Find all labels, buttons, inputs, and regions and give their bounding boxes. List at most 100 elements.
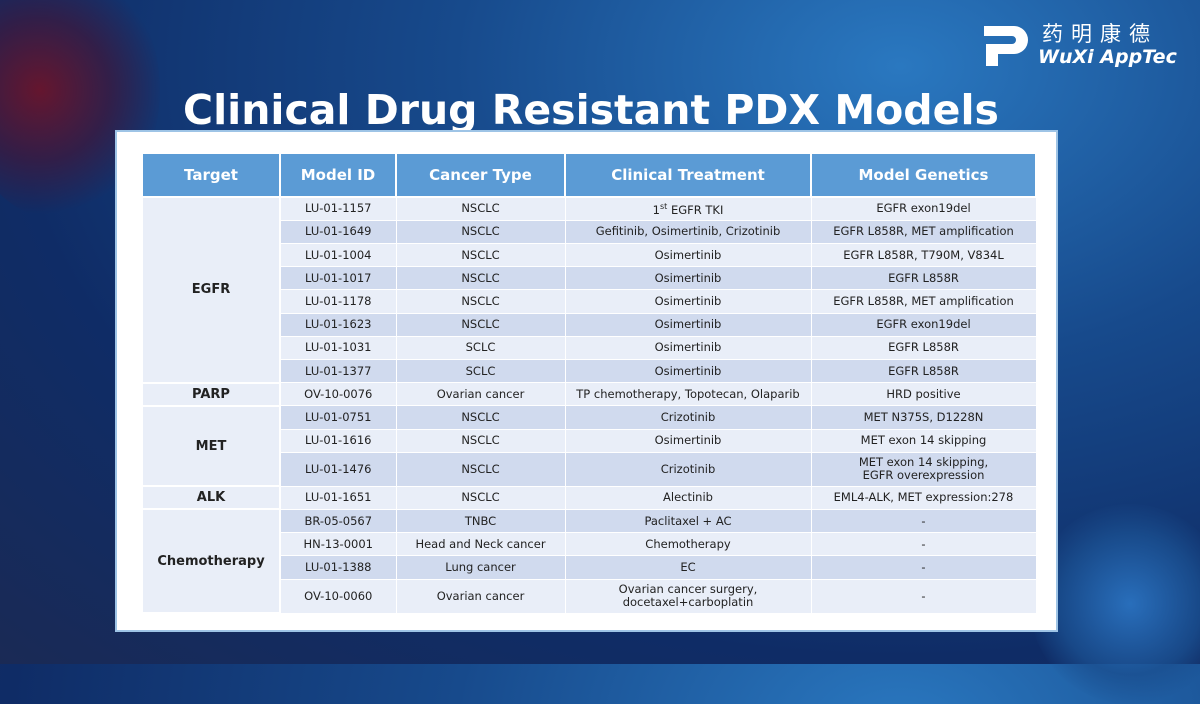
- cell: Alectinib: [564, 485, 812, 510]
- cell: Head and Neck cancer: [395, 532, 566, 557]
- table-row: LU-01-1377 SCLC Osimertinib EGFR L858R: [142, 359, 1037, 384]
- target-cell: MET: [141, 404, 281, 488]
- cell: LU-01-0751: [279, 405, 397, 430]
- cell: NSCLC: [395, 485, 566, 510]
- title: Clinical Drug Resistant PDX Models: [183, 86, 999, 134]
- cell: LU-01-1616: [279, 428, 397, 453]
- header-cell: Target: [141, 152, 281, 198]
- cell: LU-01-1377: [279, 359, 397, 384]
- cell: LU-01-1623: [279, 312, 397, 337]
- target-cell: EGFR: [141, 196, 281, 384]
- cell: -: [810, 578, 1037, 614]
- logo-english: WuXi AppTec: [1038, 46, 1177, 68]
- cell: LU-01-1388: [279, 555, 397, 580]
- cell: Ovarian cancer: [395, 382, 566, 407]
- cell: Osimertinib: [564, 312, 812, 337]
- cell: LU-01-1017: [279, 266, 397, 291]
- cell: Osimertinib: [564, 242, 812, 268]
- cell-text: 1: [652, 203, 660, 218]
- cell: LU-01-1178: [279, 289, 397, 314]
- table-row: LU-01-1388 Lung cancer EC -: [142, 555, 1037, 580]
- cell: EGFR L858R: [810, 335, 1037, 361]
- cell: LU-01-1649: [279, 219, 397, 244]
- cell: -: [810, 508, 1037, 534]
- cell: HN-13-0001: [279, 532, 397, 557]
- cell: Osimertinib: [564, 428, 812, 453]
- table-panel: Target Model ID Cancer Type Clinical Treatm…: [115, 130, 1058, 632]
- cell: EGFR L858R, MET amplification: [810, 289, 1037, 314]
- table-row: LU-01-1476 NSCLC Crizotinib MET exon 14 ski…: [142, 451, 1037, 487]
- cell: BR-05-0567: [279, 508, 397, 534]
- cell: EGFR L858R: [810, 359, 1037, 384]
- cell-line: docetaxel+carboplatin: [622, 595, 754, 610]
- cell: NSCLC: [395, 451, 566, 487]
- cell: Osimertinib: [564, 266, 812, 291]
- cell: Crizotinib: [564, 405, 812, 430]
- table-row: Chemotherapy BR-05-0567 TNBC Paclitaxel + A…: [141, 508, 1037, 614]
- header-cell: Clinical Treatment: [564, 152, 812, 198]
- cell: Gefitinib, Osimertinib, Crizotinib: [564, 219, 812, 244]
- cell: LU-01-1031: [279, 335, 397, 361]
- cell: Osimertinib: [564, 289, 812, 314]
- table-row: LU-01-1031 SCLC Osimertinib EGFR L858R: [142, 335, 1037, 361]
- header-cell: Cancer Type: [395, 152, 566, 198]
- cell: TNBC: [395, 508, 566, 534]
- cell: SCLC: [395, 335, 566, 361]
- cell: NSCLC: [395, 242, 566, 268]
- cell: EGFR exon19del: [810, 196, 1037, 221]
- cell-text: EGFR TKI: [670, 203, 724, 218]
- cell: LU-01-1476: [279, 451, 397, 487]
- cell: NSCLC: [395, 405, 566, 430]
- cell: Osimertinib: [564, 335, 812, 361]
- cell: TP chemotherapy, Topotecan, Olaparib: [564, 382, 812, 407]
- cell: -: [810, 532, 1037, 557]
- cell-line: Ovarian cancer surgery,: [618, 582, 758, 597]
- logo-icon: [984, 26, 1028, 66]
- cell: EGFR L858R: [810, 266, 1037, 291]
- cell: Osimertinib: [564, 359, 812, 384]
- cell: EML4-ALK, MET expression:278: [810, 485, 1037, 510]
- table-row: MET LU-01-0751 NSCLC Crizotinib MET N375S, D…: [141, 404, 1037, 488]
- table: Target Model ID Cancer Type Clinical Treatm…: [141, 152, 1037, 614]
- logo-chinese: 药明康德: [1042, 22, 1158, 46]
- cell: LU-01-1157: [279, 196, 397, 221]
- target-cell: Chemotherapy: [141, 508, 281, 614]
- header-cell: Model Genetics: [810, 152, 1037, 198]
- cell: NSCLC: [395, 428, 566, 453]
- cell: Chemotherapy: [564, 532, 812, 557]
- cell: MET N375S, D1228N: [810, 405, 1037, 430]
- cell-line: MET exon 14 skipping,: [858, 455, 989, 470]
- cell: NSCLC: [395, 312, 566, 337]
- superscript: st: [659, 202, 668, 212]
- cell: NSCLC: [395, 219, 566, 244]
- header-row: Target Model ID Cancer Type Clinical Treatm…: [141, 152, 1037, 198]
- cell: EGFR L858R, MET amplification: [810, 219, 1037, 244]
- cell: EC: [564, 555, 812, 580]
- table-row: EGFR LU-01-1157 NSCLC 1st EGFR TKI EGFR exon…: [141, 196, 1037, 384]
- cell: MET exon 14 skipping: [810, 428, 1037, 453]
- cell: -: [810, 555, 1037, 580]
- table-body: EGFR LU-01-1157 NSCLC 1st EGFR TKI EGFR exon…: [141, 196, 1037, 614]
- table-row: LU-01-1623 NSCLC Osimertinib EGFR exon19del: [142, 312, 1037, 337]
- cell: NSCLC: [395, 196, 566, 221]
- cell: SCLC: [395, 359, 566, 384]
- header-cell: Model ID: [279, 152, 397, 198]
- table-row: LU-01-1649 NSCLC Gefitinib, Osimertinib, C…: [142, 219, 1037, 244]
- cell: OV-10-0076: [279, 382, 397, 407]
- cell: EGFR L858R, T790M, V834L: [810, 242, 1037, 268]
- table-row: LU-01-1017 NSCLC Osimertinib EGFR L858R: [142, 266, 1037, 291]
- table-row: PARP OV-10-0076 Ovarian cancer TP chemother…: [141, 381, 1037, 407]
- cell-line: EGFR overexpression: [862, 468, 985, 483]
- cell: EGFR exon19del: [810, 312, 1037, 337]
- logo: 药明康德 WuXi AppTec: [980, 18, 1180, 73]
- target-cell: PARP: [141, 381, 281, 407]
- cell: LU-01-1004: [279, 242, 397, 268]
- cell: 1st EGFR TKI: [564, 196, 812, 221]
- cell: Paclitaxel + AC: [564, 508, 812, 534]
- cell: Ovarian cancer surgery, docetaxel+carbopl…: [564, 578, 812, 614]
- cell: HRD positive: [810, 382, 1037, 407]
- cell: NSCLC: [395, 266, 566, 291]
- table-row: ALK LU-01-1651 NSCLC Alectinib EML4-ALK, MET…: [141, 485, 1037, 511]
- cell: LU-01-1651: [279, 485, 397, 510]
